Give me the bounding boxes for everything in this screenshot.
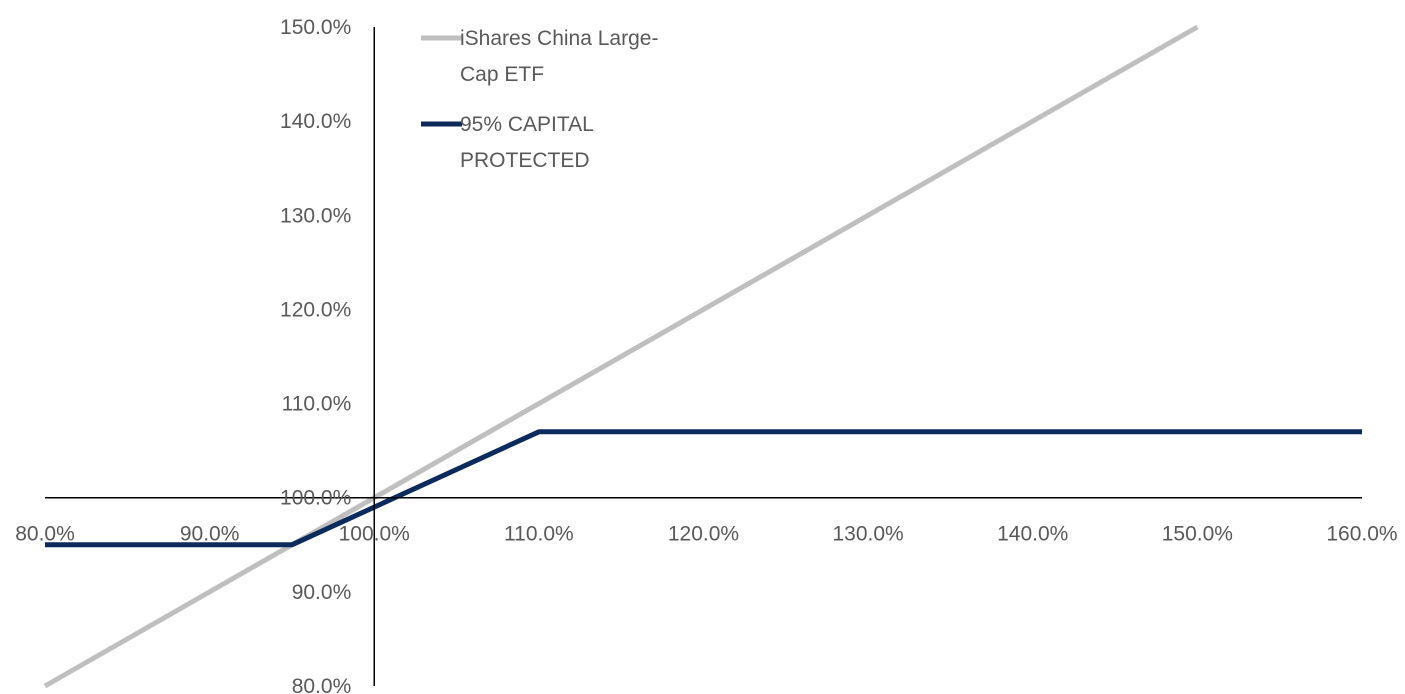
legend-label-line: PROTECTED (460, 149, 590, 172)
legend-label-line: 95% CAPITAL (460, 113, 594, 136)
series-line-1 (43, 24, 1199, 689)
x-tick-label: 90.0% (180, 523, 240, 546)
y-tick-label: 80.0% (292, 675, 352, 694)
y-tick-label: 110.0% (282, 393, 352, 416)
legend-label-2: 95% CAPITAL PROTECTED (460, 113, 594, 172)
x-tick-label: 110.0% (504, 523, 574, 546)
y-tick-label: 150.0% (280, 16, 351, 39)
y-tick-label: 100.0% (280, 487, 351, 510)
series-line-2 (45, 429, 1362, 548)
legend-label-line: Cap ETF (460, 63, 544, 86)
axes-layer (45, 27, 1362, 686)
y-tick-label: 140.0% (280, 110, 351, 133)
x-tick-label: 160.0% (1326, 523, 1397, 546)
legend-label-1: iShares China Large- Cap ETF (460, 27, 658, 86)
x-tick-label: 130.0% (833, 523, 904, 546)
series-layer (43, 24, 1362, 689)
x-tick-label: 140.0% (997, 523, 1068, 546)
x-tick-label: 80.0% (15, 523, 75, 546)
x-tick-label: 120.0% (668, 523, 739, 546)
x-tick-label: 150.0% (1162, 523, 1233, 546)
x-tick-label: 100.0% (339, 523, 410, 546)
tick-labels: 80.0% 90.0% 100.0% 110.0% 120.0% 130.0% 140.0%… (15, 16, 1397, 694)
y-tick-label: 120.0% (280, 298, 351, 321)
y-tick-label: 90.0% (292, 581, 352, 604)
y-tick-label: 130.0% (280, 204, 351, 227)
legend-label-line: iShares China Large- (460, 27, 658, 50)
legend: iShares China Large- Cap ETF 95% CAPITAL PR… (421, 27, 658, 172)
